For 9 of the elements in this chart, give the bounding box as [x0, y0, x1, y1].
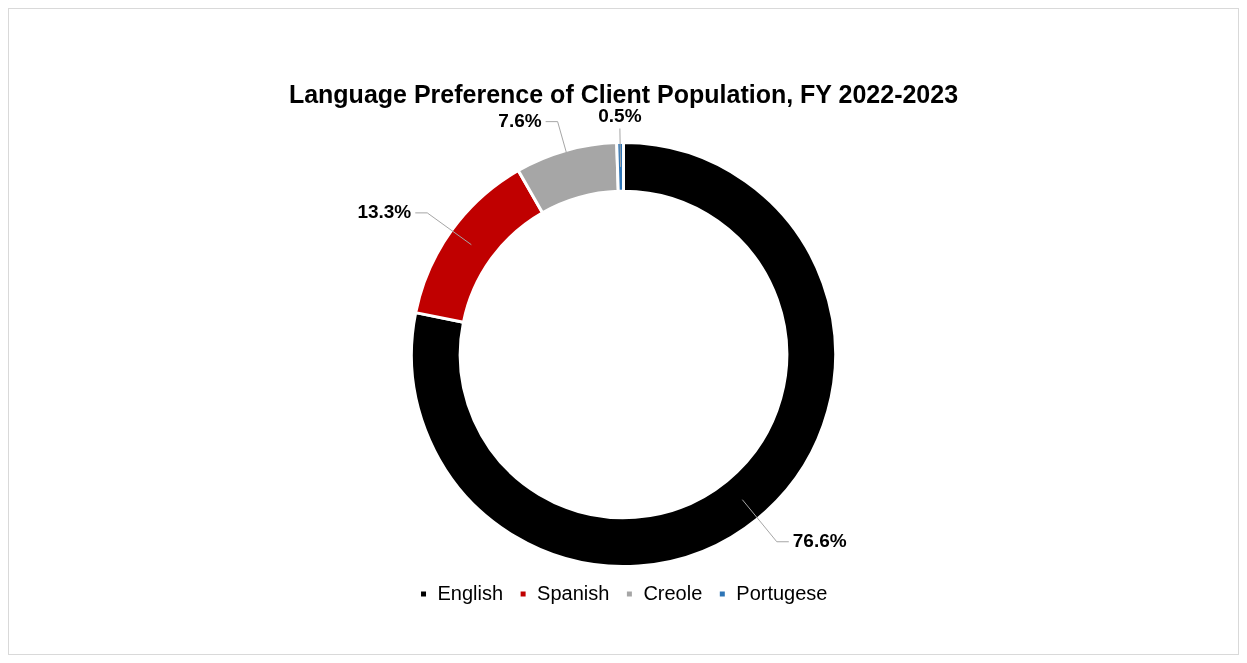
legend-label: Creole [643, 581, 703, 604]
data-label: 76.6% [792, 529, 847, 551]
legend-label: Spanish [537, 581, 610, 604]
legend-label: English [437, 581, 504, 604]
data-label: 7.6% [498, 109, 542, 131]
chart-title: Language Preference of Client Population, FY 2022-2023 [288, 79, 959, 108]
legend-label: Portugese [736, 581, 828, 604]
data-label: 13.3% [357, 201, 412, 223]
data-label: 0.5% [598, 105, 642, 127]
